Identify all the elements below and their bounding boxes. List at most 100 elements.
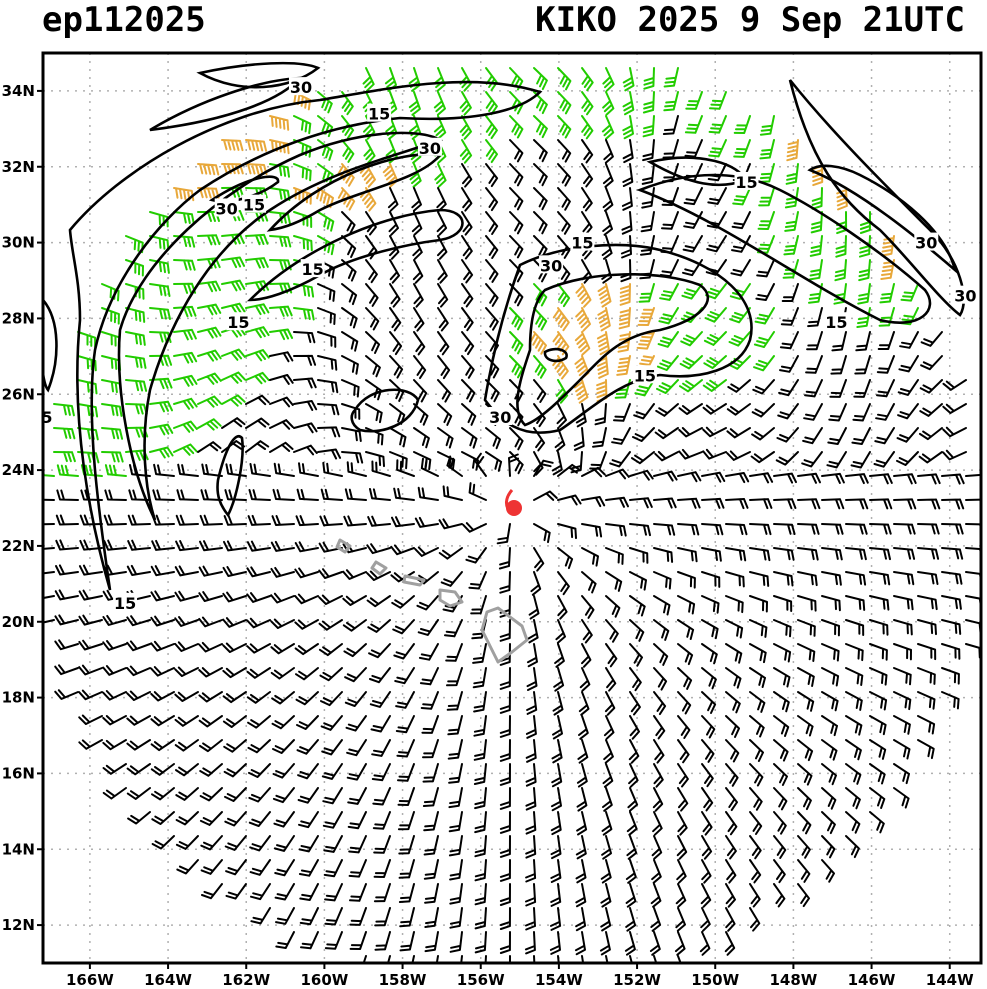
lon-tick-label: 150W bbox=[691, 971, 739, 989]
wind-barb bbox=[856, 307, 871, 328]
wind-barb bbox=[316, 187, 334, 209]
contour-line bbox=[246, 208, 464, 302]
lon-tick-label: 148W bbox=[769, 971, 817, 989]
wind-barb bbox=[43, 619, 55, 624]
wind-barb bbox=[642, 139, 655, 162]
wind-barb bbox=[533, 115, 548, 139]
lat-tick-label: 20N bbox=[2, 613, 35, 631]
wind-barb bbox=[869, 691, 888, 711]
wind-barb bbox=[749, 883, 761, 908]
contour-label-bg bbox=[417, 137, 442, 156]
wind-barb bbox=[749, 787, 763, 811]
wind-barb bbox=[625, 883, 637, 908]
wind-barb bbox=[653, 643, 669, 666]
wind-barb bbox=[389, 259, 400, 284]
contour-label: 30 bbox=[915, 234, 937, 253]
wind-barb bbox=[821, 472, 845, 484]
wind-barb bbox=[821, 571, 842, 586]
wind-barb bbox=[55, 539, 79, 551]
wind-barb bbox=[845, 715, 863, 736]
wind-barb bbox=[250, 883, 271, 901]
wind-barb bbox=[414, 516, 439, 528]
wind-barb bbox=[641, 187, 655, 209]
wind-barb bbox=[399, 931, 415, 952]
wind-barb bbox=[499, 739, 511, 762]
wind-barb bbox=[363, 139, 376, 164]
wind-barb bbox=[552, 691, 564, 716]
wind-barb bbox=[197, 372, 222, 385]
wind-barb bbox=[643, 67, 655, 90]
wind-barb bbox=[346, 739, 367, 757]
wind-barb bbox=[246, 540, 271, 552]
wind-barb bbox=[779, 355, 799, 373]
wind-barb bbox=[858, 259, 871, 282]
lon-tick-label: 158W bbox=[379, 971, 427, 989]
wind-barb bbox=[222, 715, 247, 728]
wind-barb bbox=[43, 467, 55, 477]
wind-barb bbox=[459, 115, 472, 140]
wind-barb bbox=[473, 691, 487, 713]
wind-barb bbox=[461, 307, 474, 332]
wind-barb bbox=[343, 643, 367, 658]
contour-label: 15 bbox=[114, 594, 136, 613]
wind-barb bbox=[941, 523, 964, 535]
wind-barb bbox=[320, 715, 343, 731]
wind-barb bbox=[525, 859, 537, 883]
wind-barb bbox=[845, 595, 866, 611]
wind-barb bbox=[461, 187, 473, 212]
wind-barb bbox=[149, 354, 173, 366]
wind-barb bbox=[437, 331, 450, 356]
wind-barb bbox=[533, 283, 548, 307]
wind-barb bbox=[422, 763, 439, 783]
wind-barb bbox=[175, 835, 199, 850]
wind-barb bbox=[393, 643, 415, 660]
wind-barb bbox=[663, 91, 679, 112]
wind-barb bbox=[581, 91, 594, 116]
wind-barb bbox=[174, 691, 199, 702]
contour-label-bg bbox=[288, 77, 313, 96]
wind-barb bbox=[126, 615, 151, 627]
wind-barb bbox=[149, 283, 171, 297]
wind-barb bbox=[581, 955, 585, 963]
wind-barb bbox=[273, 835, 295, 852]
wind-barb bbox=[295, 667, 319, 681]
wind-barb bbox=[773, 883, 786, 908]
wind-barb bbox=[650, 883, 662, 908]
wind-barb bbox=[269, 115, 290, 131]
wind-barb bbox=[420, 691, 439, 710]
wind-barb bbox=[344, 488, 367, 501]
wind-barb bbox=[581, 523, 603, 538]
wind-barb bbox=[317, 379, 339, 394]
wind-barb bbox=[656, 379, 679, 394]
wind-barb bbox=[151, 514, 175, 526]
wind-barb bbox=[677, 471, 702, 483]
wind-barb bbox=[175, 763, 199, 777]
wind-barb bbox=[920, 331, 943, 347]
wind-barb bbox=[248, 489, 271, 501]
wind-barb bbox=[250, 907, 271, 925]
wind-barb bbox=[784, 211, 799, 232]
wind-barb bbox=[420, 457, 439, 477]
wind-barb bbox=[658, 307, 679, 325]
wind-barb bbox=[245, 440, 270, 453]
wind-barb bbox=[662, 115, 679, 135]
wind-barb bbox=[773, 835, 787, 859]
wind-barb bbox=[293, 400, 318, 411]
wind-barb bbox=[393, 487, 415, 501]
wind-barb bbox=[629, 523, 651, 537]
wind-barb bbox=[459, 91, 472, 116]
wind-barb bbox=[557, 523, 577, 540]
wind-barb bbox=[622, 139, 634, 164]
wind-barb bbox=[749, 643, 767, 664]
wind-barb bbox=[341, 307, 358, 329]
wind-barb bbox=[524, 931, 536, 955]
wind-barb bbox=[298, 811, 319, 829]
wind-barb bbox=[574, 331, 591, 356]
wind-barb bbox=[900, 283, 919, 302]
lat-tick-label: 30N bbox=[2, 234, 35, 252]
wind-barb bbox=[293, 115, 312, 135]
wind-barb bbox=[461, 235, 473, 260]
wind-barb bbox=[223, 540, 247, 552]
wind-barb bbox=[652, 811, 663, 836]
wind-barb bbox=[416, 595, 439, 611]
